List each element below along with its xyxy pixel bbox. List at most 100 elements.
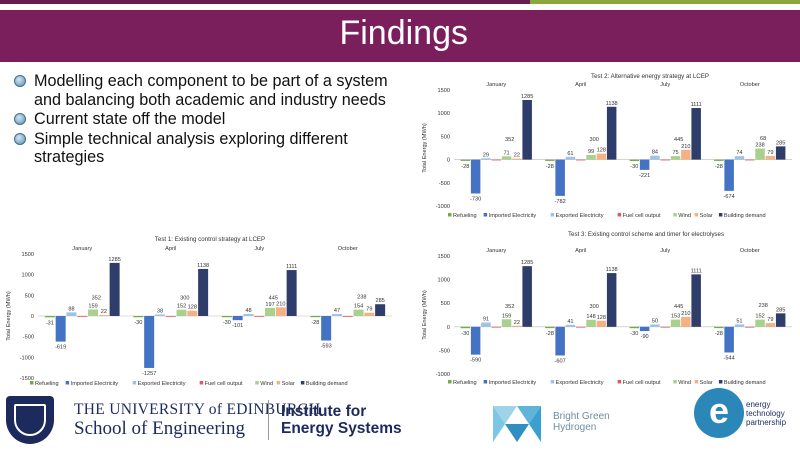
data-label: 79: [767, 150, 773, 156]
bar: [629, 159, 640, 161]
data-label: -590: [470, 358, 481, 364]
data-label: -30: [630, 164, 638, 170]
bar: [660, 159, 671, 161]
bar: [775, 146, 786, 160]
bar: [501, 319, 512, 327]
legend-entry: Imported Electricity: [489, 213, 537, 219]
bar: [77, 316, 88, 317]
data-label: -31: [46, 320, 54, 326]
data-label: 47: [334, 308, 340, 314]
bar: [586, 319, 596, 327]
bar: [310, 316, 321, 318]
legend-swatch: [694, 380, 699, 384]
y-tick-label: -1000: [436, 372, 450, 378]
data-label: 210: [681, 311, 690, 317]
bar: [575, 159, 586, 161]
bar: [470, 159, 481, 194]
y-tick-label: 0: [447, 158, 450, 164]
legend-swatch: [718, 380, 723, 384]
legend-entry: Exported Electricity: [556, 380, 604, 386]
legend-swatch: [483, 213, 488, 217]
chart-svg: Test 2: Alternative energy strategy at L…: [422, 73, 792, 219]
bar: [109, 262, 120, 316]
legend-swatch: [617, 213, 622, 217]
legend-entry: Solar: [700, 380, 713, 386]
bullet-icon: [14, 113, 26, 125]
bullet-text: Current state off the model: [34, 110, 226, 128]
legend-swatch: [718, 213, 723, 217]
etp-logo-icon: [694, 388, 744, 438]
bullet-item: Current state off the model: [12, 110, 402, 129]
data-label: 352: [92, 295, 101, 301]
data-label: 74: [736, 150, 742, 156]
data-label: 88: [68, 306, 74, 312]
data-label: 159: [502, 313, 511, 319]
month-label: July: [254, 246, 264, 252]
bar: [639, 326, 650, 332]
bar: [724, 326, 734, 353]
data-label: 210: [276, 301, 285, 307]
legend-entry: Refueling: [35, 381, 59, 387]
legend-swatch: [448, 380, 452, 384]
bar: [165, 316, 176, 317]
bar: [375, 304, 386, 316]
data-label: 91: [483, 317, 489, 323]
month-label: January: [486, 82, 506, 88]
y-tick-label: 0: [31, 314, 34, 320]
legend-entry: Building demand: [306, 381, 348, 387]
data-label: 445: [269, 295, 278, 301]
bar: [470, 326, 481, 355]
data-label: -30: [134, 320, 142, 326]
bar: [144, 316, 155, 368]
bar: [512, 158, 522, 160]
data-label: 300: [180, 295, 189, 301]
bar: [724, 159, 734, 191]
bgh-logo-text: Bright Green Hydrogen: [553, 411, 610, 433]
data-label: -730: [470, 196, 481, 202]
month-label: January: [486, 248, 506, 254]
data-label: 285: [776, 140, 785, 146]
data-label: 300: [589, 137, 598, 143]
bar: [670, 156, 681, 160]
legend-swatch: [673, 380, 677, 384]
legend-swatch: [550, 380, 555, 384]
data-label: 152: [755, 314, 764, 320]
legend-entry: Building demand: [724, 380, 766, 386]
bar: [321, 316, 332, 341]
data-label: 300: [589, 304, 598, 310]
data-label: 1285: [521, 260, 533, 266]
legend-entry: Wind: [678, 213, 691, 219]
data-label: -30: [630, 331, 638, 337]
legend-entry: Building demand: [724, 213, 766, 219]
data-label: -619: [55, 345, 66, 351]
y-axis-label: Total Energy (MWh): [6, 291, 12, 341]
bar: [176, 309, 187, 316]
data-label: 1138: [197, 263, 209, 269]
bullet-item: Modelling each component to be part of a…: [12, 72, 402, 109]
month-label: July: [660, 248, 670, 254]
data-label: 1138: [606, 267, 618, 273]
bar: [491, 159, 502, 161]
chart-test-1: Test 1: Existing control strategy at LCE…: [0, 228, 400, 388]
y-axis-label: Total Energy (MWh): [422, 123, 428, 173]
bar: [481, 158, 491, 160]
bar: [606, 273, 617, 327]
data-label: -30: [461, 331, 469, 337]
data-label: 128: [188, 305, 197, 311]
data-label: -101: [232, 323, 243, 329]
legend-entry: Fuel cell output: [623, 213, 661, 219]
legend-entry: Imported Electricity: [71, 381, 119, 387]
data-label: -593: [321, 344, 332, 350]
bar: [342, 316, 353, 317]
legend-swatch: [276, 381, 281, 385]
chart-title: Test 2: Alternative energy strategy at L…: [591, 73, 709, 80]
bar: [55, 316, 66, 342]
chart-test-3: Test 3: Existing control scheme and time…: [418, 226, 800, 388]
data-label: -28: [546, 331, 554, 337]
chart-svg: Test 1: Existing control strategy at LCE…: [6, 236, 392, 387]
data-label: 285: [375, 298, 384, 304]
data-label: -90: [641, 334, 649, 340]
data-label: 153: [671, 314, 680, 320]
school-name: School of Engineering: [74, 418, 245, 439]
bar: [555, 326, 565, 356]
